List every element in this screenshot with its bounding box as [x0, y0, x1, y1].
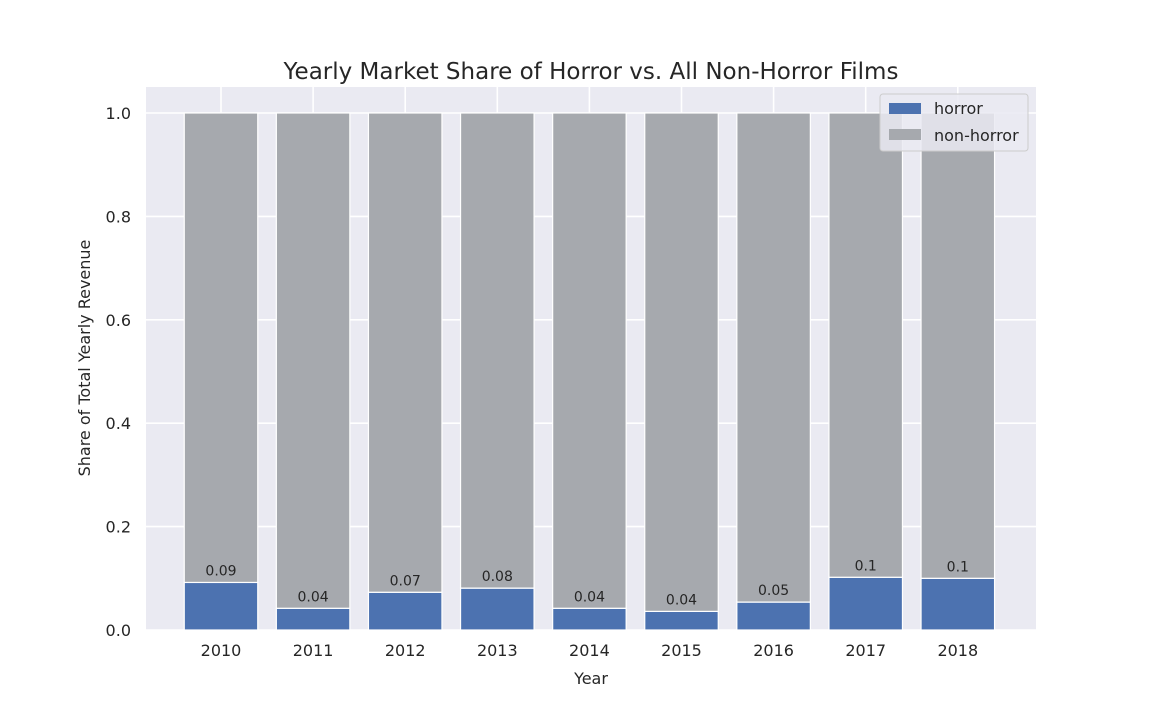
- legend-label-horror: horror: [934, 99, 983, 118]
- data-labels: 0.09 0.04 0.07 0.08 0.04 0.04 0.05 0.1 0.1: [205, 558, 969, 608]
- legend-label-non-horror: non-horror: [934, 126, 1019, 145]
- x-tick-label: 2016: [753, 641, 794, 660]
- bar-non-horror-2012: [367, 112, 443, 593]
- y-tick-label: 0.2: [106, 518, 131, 537]
- data-label-2014: 0.04: [574, 589, 605, 605]
- y-tick-label: 0.8: [106, 207, 131, 226]
- data-label-2010: 0.09: [205, 563, 236, 579]
- x-tick-label: 2011: [293, 641, 334, 660]
- bar-non-horror-2018: [920, 112, 996, 579]
- legend-swatch-non-horror: [889, 129, 921, 140]
- x-tick-label: 2018: [937, 641, 978, 660]
- bar-horror-2016: [736, 601, 811, 631]
- y-tick-label: 0.6: [106, 311, 131, 330]
- legend-swatch-horror: [889, 103, 921, 114]
- x-tick-label: 2015: [661, 641, 702, 660]
- bar-non-horror-2017: [828, 112, 904, 578]
- x-axis-label: Year: [573, 669, 608, 688]
- y-axis-label: Share of Total Yearly Revenue: [75, 240, 94, 477]
- bar-horror-2012: [367, 591, 443, 631]
- bar-horror-2014: [552, 607, 627, 631]
- x-tick-label: 2012: [385, 641, 426, 660]
- chart-title: Yearly Market Share of Horror vs. All No…: [283, 59, 899, 85]
- bar-horror-2013: [459, 587, 535, 631]
- bar-horror-2018: [920, 577, 996, 631]
- y-tick-label: 1.0: [106, 104, 131, 123]
- data-label-2015: 0.04: [666, 592, 697, 608]
- y-tick-label: 0.4: [106, 414, 131, 433]
- data-label-2016: 0.05: [758, 583, 789, 599]
- bar-non-horror-2013: [459, 112, 535, 589]
- legend: horror non-horror: [879, 93, 1029, 152]
- bar-non-horror-2014: [552, 112, 627, 609]
- data-label-2018: 0.1: [947, 559, 969, 575]
- x-tick-label: 2010: [201, 641, 242, 660]
- data-label-2012: 0.07: [390, 573, 421, 589]
- bar-horror-2011: [275, 607, 351, 631]
- data-label-2013: 0.08: [482, 569, 513, 585]
- x-tick-label: 2013: [477, 641, 518, 660]
- y-tick-label: 0.0: [106, 621, 131, 640]
- y-tick-labels: 0.0 0.2 0.4 0.6 0.8 1.0: [106, 104, 131, 640]
- data-label-2011: 0.04: [298, 589, 329, 605]
- x-tick-label: 2014: [569, 641, 610, 660]
- bar-non-horror-2016: [736, 112, 811, 603]
- bar-non-horror-2011: [275, 112, 351, 609]
- data-label-2017: 0.1: [855, 558, 877, 574]
- bar-horror-2015: [644, 610, 719, 631]
- bar-horror-2017: [828, 576, 904, 631]
- bar-horror-2010: [183, 581, 259, 631]
- bar-non-horror-2010: [183, 112, 259, 584]
- x-tick-label: 2017: [845, 641, 886, 660]
- x-tick-labels: 2010 2011 2012 2013 2014 2015 2016 2017 2018: [201, 641, 979, 660]
- bar-non-horror-2015: [644, 112, 719, 612]
- bars: [183, 112, 996, 631]
